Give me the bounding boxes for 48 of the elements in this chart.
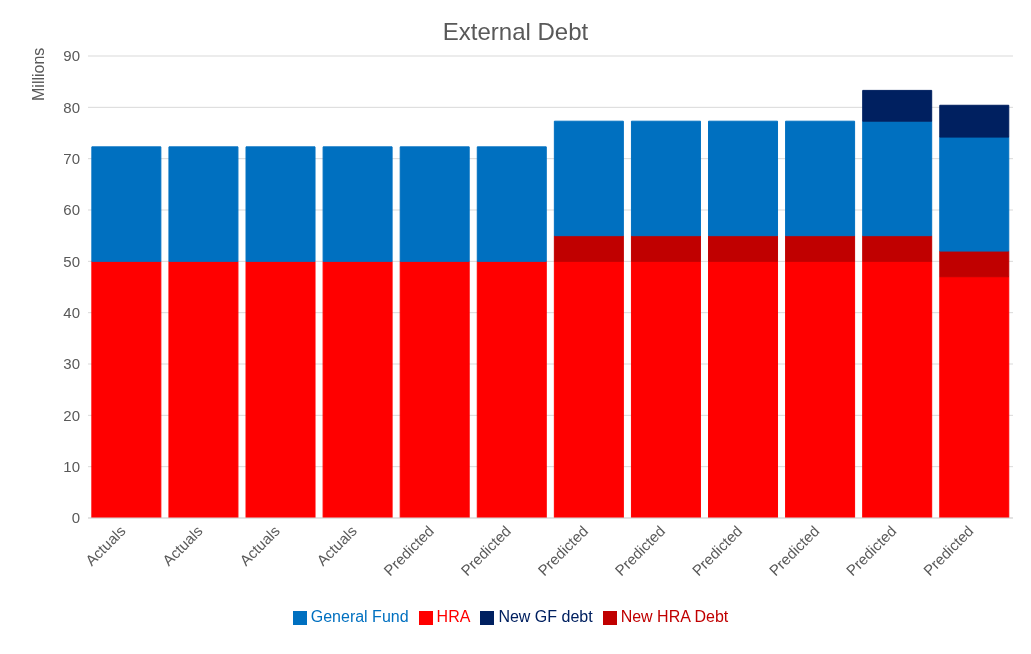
bar <box>785 120 856 237</box>
bar <box>630 120 701 237</box>
bar <box>862 89 933 122</box>
bar <box>785 260 856 518</box>
bar <box>322 260 393 518</box>
bar <box>862 235 933 262</box>
bar <box>322 146 393 262</box>
y-axis-title: Millions <box>30 47 48 101</box>
legend-label: HRA <box>436 608 471 625</box>
bar <box>708 260 779 518</box>
y-tick-label: 20 <box>63 406 80 424</box>
y-tick-label: 50 <box>63 252 80 270</box>
y-tick-label: 90 <box>63 47 80 65</box>
y-tick-label: 60 <box>63 201 80 219</box>
bar <box>399 260 470 518</box>
legend-label: General Fund <box>310 608 409 625</box>
y-tick-label: 30 <box>63 355 80 373</box>
bar <box>245 146 316 262</box>
bar <box>630 235 701 262</box>
bar <box>785 235 856 262</box>
bar <box>553 260 624 518</box>
y-tick-label: 10 <box>63 457 80 475</box>
bar <box>91 146 162 262</box>
y-tick-label: 0 <box>71 509 80 527</box>
bar <box>939 276 1010 518</box>
bar <box>939 250 1010 278</box>
bar <box>399 146 470 262</box>
bar <box>91 260 162 518</box>
bar <box>939 104 1010 138</box>
bar <box>168 146 239 262</box>
y-tick-label: 70 <box>63 149 80 167</box>
y-tick-label: 80 <box>63 98 80 116</box>
legend-label: New HRA Debt <box>620 608 729 625</box>
legend-label: New GF debt <box>498 608 593 625</box>
bar <box>862 260 933 518</box>
bar <box>476 260 547 518</box>
bar <box>553 235 624 262</box>
chart-title: External Debt <box>441 17 590 46</box>
bar <box>708 120 779 237</box>
bar <box>553 120 624 237</box>
bar <box>708 235 779 262</box>
bar <box>476 146 547 262</box>
bar <box>862 120 933 237</box>
bar <box>168 260 239 518</box>
bar <box>939 136 1010 252</box>
bar <box>245 260 316 518</box>
y-tick-label: 40 <box>63 303 80 321</box>
bar <box>630 260 701 518</box>
